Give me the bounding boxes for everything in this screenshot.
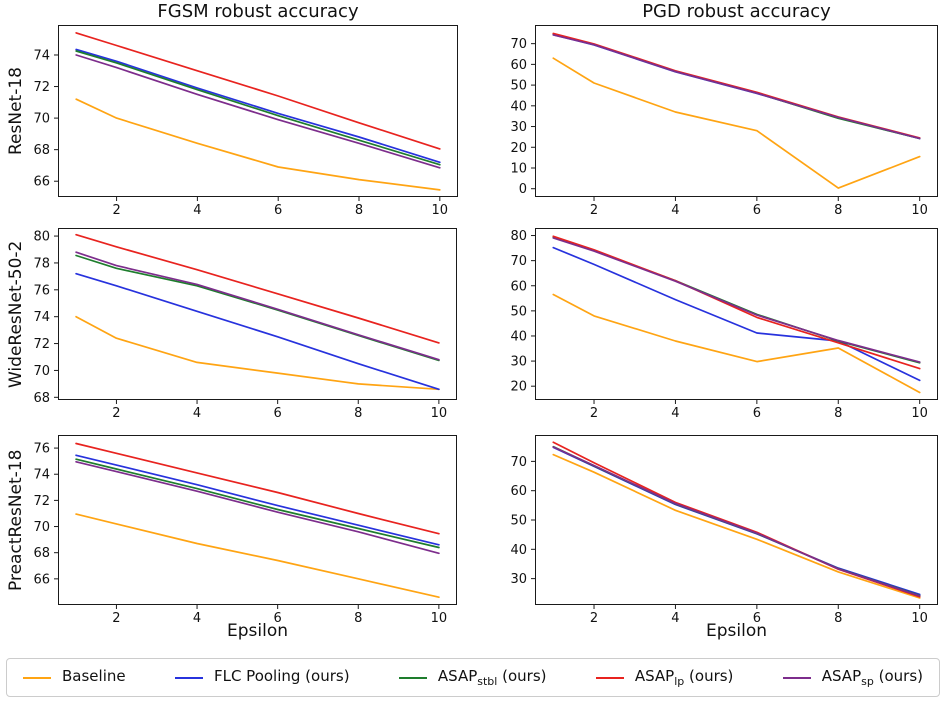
- svg-text:4: 4: [671, 203, 679, 218]
- legend-item-asap-sp: ASAPsp (ours): [782, 667, 923, 688]
- svg-text:10: 10: [911, 203, 928, 218]
- svg-text:2: 2: [112, 611, 120, 626]
- svg-text:80: 80: [510, 229, 527, 244]
- subplot-preactresnet18-pgd: 2 4 6 8 10 30 40 50 60 70: [510, 435, 938, 626]
- svg-text:76: 76: [33, 283, 50, 298]
- svg-text:68: 68: [33, 391, 50, 406]
- svg-text:80: 80: [33, 230, 50, 245]
- row-label-wideresnet50-2: WideResNet-50-2: [6, 240, 26, 388]
- legend-line-asap-stbl: [398, 676, 427, 679]
- legend-item-asap-lp: ASAPlp (ours): [595, 667, 734, 688]
- svg-text:70: 70: [33, 520, 50, 535]
- svg-text:20: 20: [510, 141, 527, 156]
- svg-text:10: 10: [432, 203, 449, 218]
- svg-text:70: 70: [33, 364, 50, 379]
- svg-text:74: 74: [33, 48, 50, 63]
- svg-text:2: 2: [590, 203, 598, 218]
- svg-text:2: 2: [112, 203, 120, 218]
- column-title-pgd: PGD robust accuracy: [642, 1, 831, 22]
- svg-text:50: 50: [510, 79, 527, 94]
- legend-line-asap-lp: [595, 676, 624, 679]
- legend-label-asap-sp: ASAPsp (ours): [821, 667, 923, 688]
- column-title-fgsm: FGSM robust accuracy: [157, 1, 359, 22]
- svg-text:8: 8: [354, 406, 362, 421]
- svg-text:70: 70: [510, 37, 527, 52]
- svg-text:72: 72: [33, 494, 50, 509]
- legend-label-asap-stbl: ASAPstbl (ours): [437, 667, 547, 688]
- svg-text:10: 10: [510, 161, 527, 176]
- svg-text:10: 10: [911, 406, 928, 421]
- xlabel-epsilon-right: Epsilon: [705, 621, 767, 641]
- svg-text:6: 6: [753, 406, 761, 421]
- svg-text:30: 30: [510, 355, 527, 370]
- legend-label-baseline: Baseline: [62, 667, 126, 685]
- svg-text:10: 10: [431, 406, 448, 421]
- svg-text:6: 6: [274, 203, 282, 218]
- svg-text:60: 60: [510, 279, 527, 294]
- subplot-preactresnet18-fgsm: 2 4 6 8 10 66 68 70 72 74 76: [33, 435, 457, 626]
- svg-text:6: 6: [274, 406, 282, 421]
- svg-text:60: 60: [510, 58, 527, 73]
- svg-text:6: 6: [274, 611, 282, 626]
- svg-text:60: 60: [510, 484, 527, 499]
- svg-text:8: 8: [834, 611, 842, 626]
- svg-text:50: 50: [510, 514, 527, 529]
- subplot-resnet18-pgd: 2 4 6 8 10 0 10 20 30 40 50 60 70: [510, 25, 938, 218]
- svg-text:4: 4: [193, 203, 201, 218]
- legend: Baseline FLC Pooling (ours) ASAPstbl (ou…: [6, 658, 940, 697]
- svg-text:4: 4: [193, 611, 201, 626]
- subplot-resnet18-fgsm: 2 4 6 8 10 66 68 70 72 74: [33, 25, 458, 218]
- svg-text:2: 2: [112, 406, 120, 421]
- subplot-wideresnet50-fgsm: 2 4 6 8 10 68 70 72 74 76 78 80: [33, 228, 457, 421]
- svg-text:50: 50: [510, 304, 527, 319]
- svg-text:78: 78: [33, 256, 50, 271]
- svg-text:74: 74: [33, 468, 50, 483]
- legend-line-flc-pooling: [174, 676, 203, 679]
- svg-text:70: 70: [510, 254, 527, 269]
- svg-text:4: 4: [671, 611, 679, 626]
- legend-item-flc-pooling: FLC Pooling (ours): [174, 667, 350, 688]
- svg-text:4: 4: [671, 406, 679, 421]
- svg-text:10: 10: [911, 611, 928, 626]
- svg-text:66: 66: [33, 572, 50, 587]
- svg-text:8: 8: [834, 203, 842, 218]
- svg-text:0: 0: [519, 182, 527, 197]
- svg-text:40: 40: [510, 329, 527, 344]
- svg-text:74: 74: [33, 310, 50, 325]
- svg-text:8: 8: [355, 203, 363, 218]
- row-label-preactresnet18: PreactResNet-18: [6, 449, 26, 591]
- svg-text:66: 66: [33, 175, 50, 190]
- svg-text:68: 68: [33, 143, 50, 158]
- svg-text:2: 2: [590, 406, 598, 421]
- svg-text:6: 6: [753, 611, 761, 626]
- legend-line-baseline: [23, 676, 51, 679]
- legend-item-baseline: Baseline: [23, 667, 126, 688]
- legend-label-flc-pooling: FLC Pooling (ours): [213, 667, 350, 685]
- svg-text:8: 8: [354, 611, 362, 626]
- svg-text:72: 72: [33, 337, 50, 352]
- subplot-wideresnet50-pgd: 2 4 6 8 10 20 30 40 50 60 70 80: [510, 228, 938, 421]
- xlabel-epsilon-left: Epsilon: [226, 621, 288, 641]
- svg-text:30: 30: [510, 120, 527, 135]
- svg-text:40: 40: [510, 99, 527, 114]
- svg-text:6: 6: [753, 203, 761, 218]
- svg-text:30: 30: [510, 572, 527, 587]
- svg-text:4: 4: [193, 406, 201, 421]
- legend-item-asap-stbl: ASAPstbl (ours): [398, 667, 547, 688]
- row-label-resnet18: ResNet-18: [6, 67, 26, 155]
- svg-text:76: 76: [33, 442, 50, 457]
- svg-text:8: 8: [834, 406, 842, 421]
- svg-text:40: 40: [510, 543, 527, 558]
- legend-label-asap-lp: ASAPlp (ours): [634, 667, 734, 688]
- svg-text:2: 2: [590, 611, 598, 626]
- svg-text:72: 72: [33, 80, 50, 95]
- svg-text:10: 10: [431, 611, 448, 626]
- legend-line-asap-sp: [782, 676, 811, 679]
- svg-text:70: 70: [33, 112, 50, 127]
- svg-text:68: 68: [33, 546, 50, 561]
- svg-text:70: 70: [510, 455, 527, 470]
- svg-text:20: 20: [510, 380, 527, 395]
